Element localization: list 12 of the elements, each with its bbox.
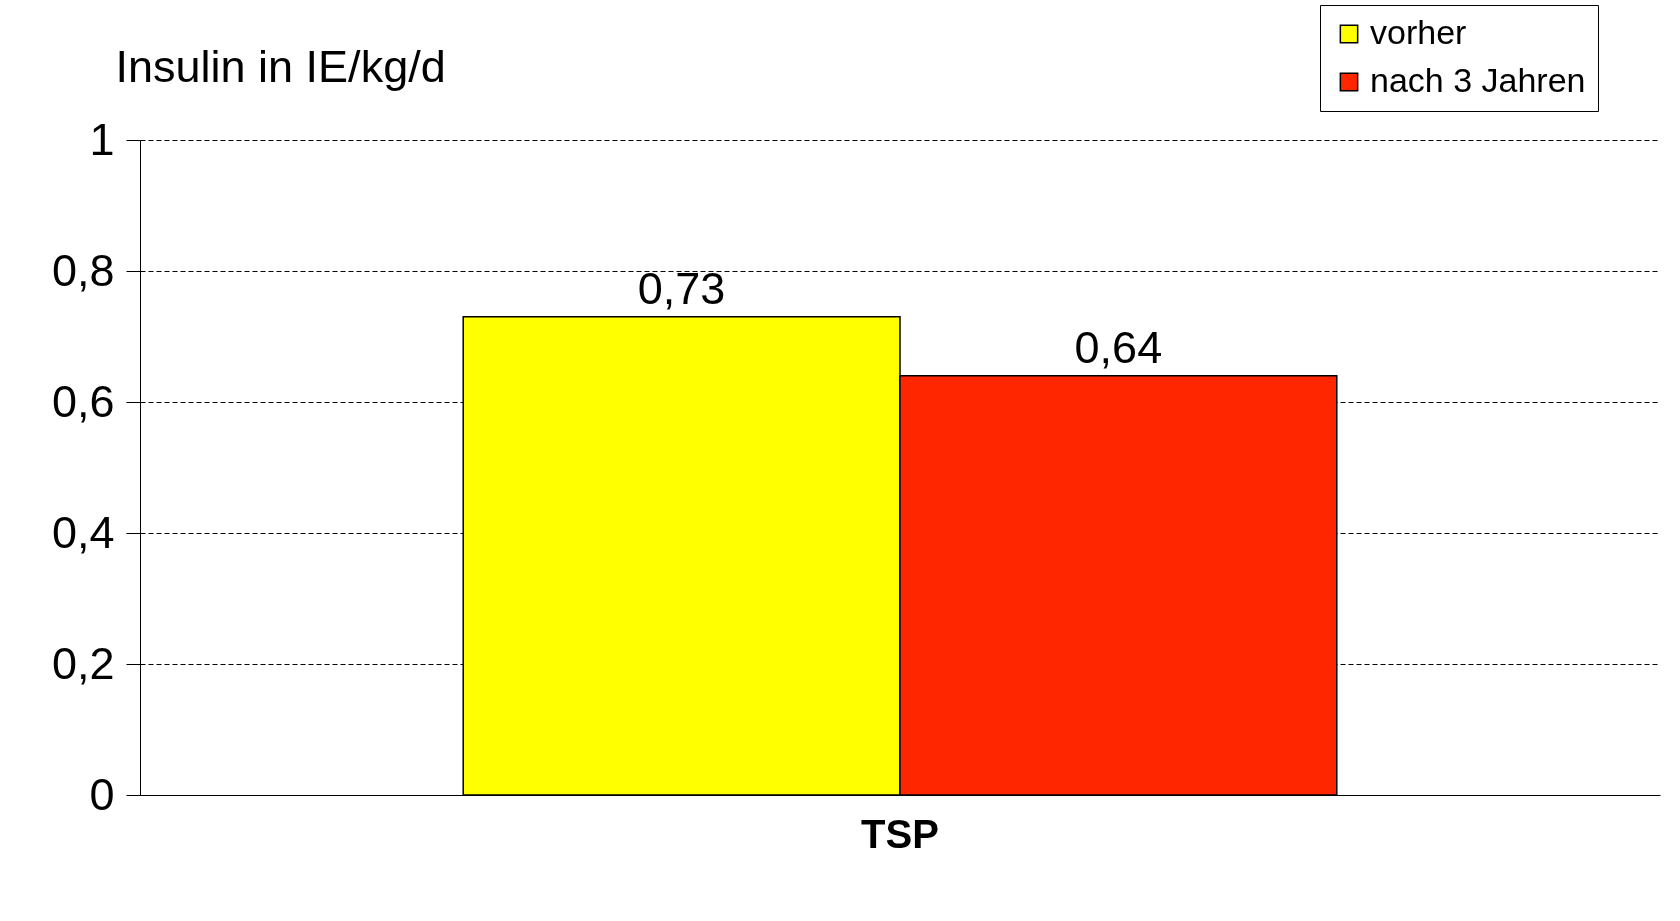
x-tick-label: TSP [861, 811, 939, 856]
legend-label: vorher [1370, 13, 1467, 51]
y-tick-label: 0,6 [51, 375, 115, 427]
y-tick-label: 0,4 [51, 506, 115, 558]
y-tick-label: 0 [89, 768, 115, 820]
y-tick-label: 1 [89, 113, 115, 165]
y-tick-label: 0,2 [51, 637, 115, 689]
y-tick-label: 0,8 [51, 244, 115, 296]
y-axis-title: Insulin in IE/kg/d [115, 40, 446, 92]
legend-label: nach 3 Jahren [1370, 61, 1586, 99]
data-label: 0,64 [1074, 321, 1163, 373]
data-label: 0,73 [637, 262, 726, 314]
